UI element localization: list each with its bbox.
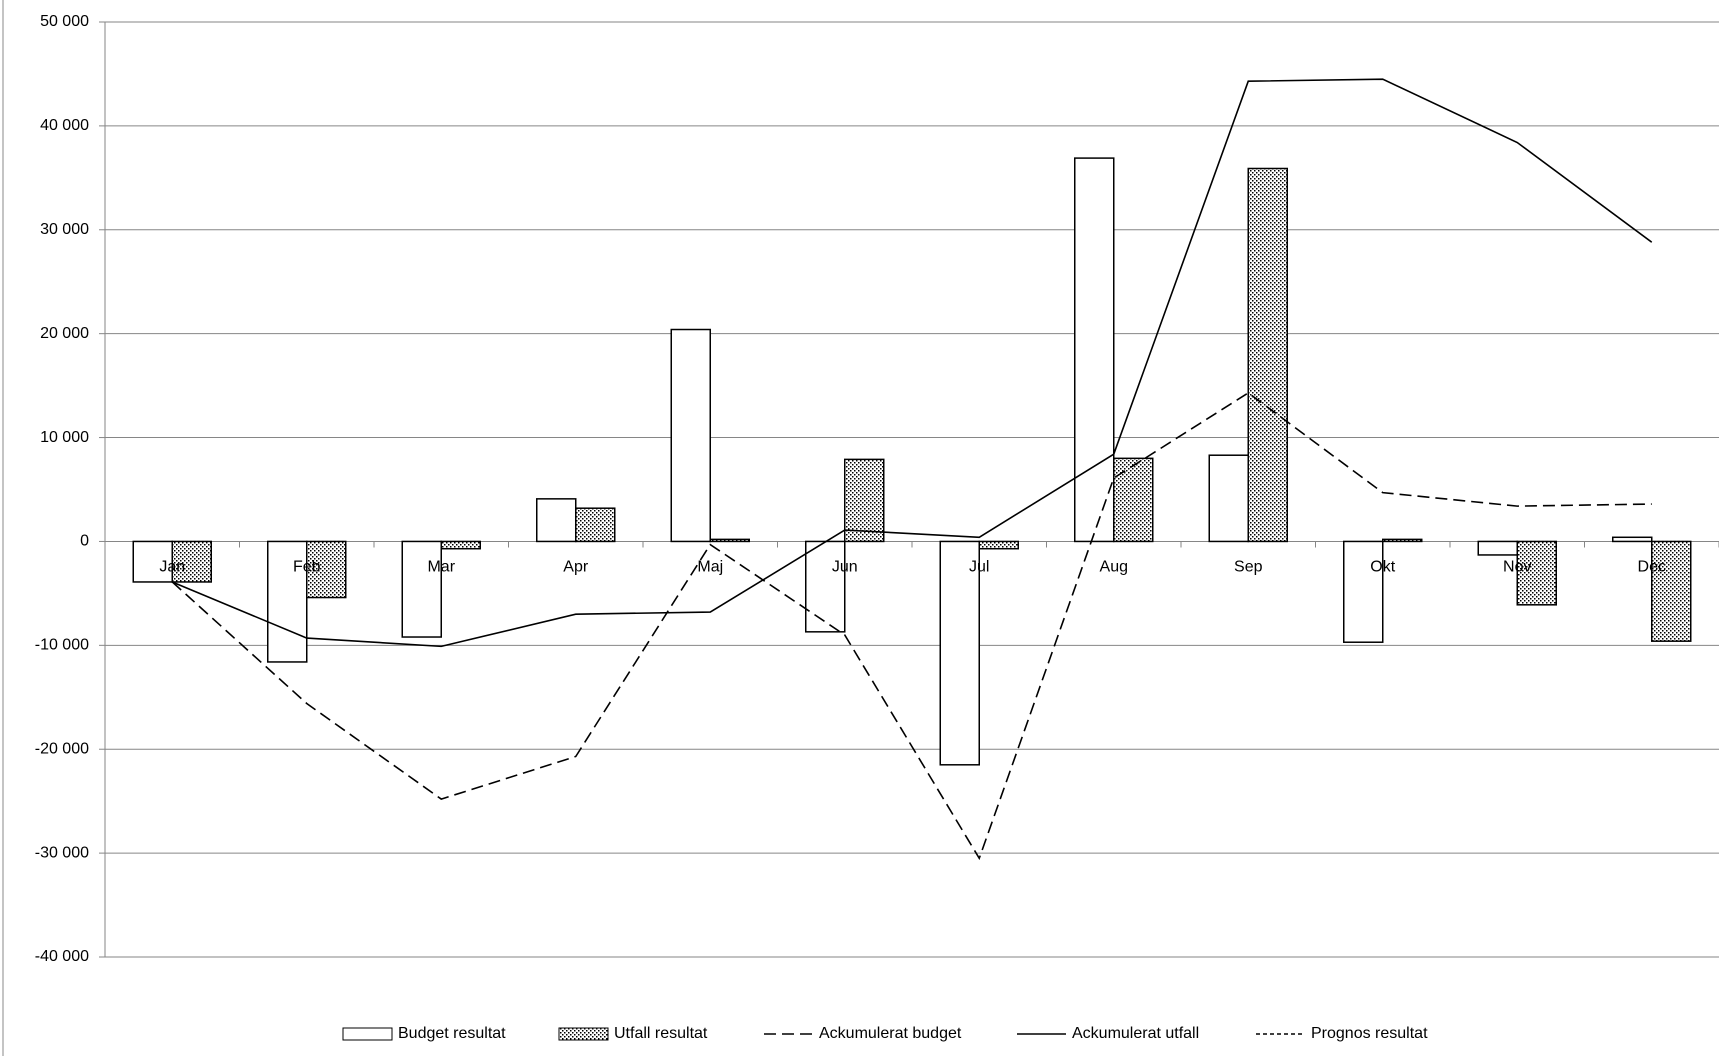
bar bbox=[1074, 157, 1115, 543]
x-tick-label: Dec bbox=[1638, 559, 1666, 576]
legend-label: Utfall resultat bbox=[614, 1025, 708, 1042]
bar bbox=[306, 540, 347, 599]
legend-label: Budget resultat bbox=[398, 1025, 506, 1042]
x-tick-label: Sep bbox=[1234, 559, 1263, 576]
x-tick-label: Jul bbox=[969, 559, 989, 576]
bar bbox=[1477, 540, 1518, 556]
bar bbox=[1247, 167, 1288, 543]
bar bbox=[267, 540, 308, 663]
bar bbox=[440, 540, 481, 550]
bar bbox=[171, 540, 212, 583]
bar bbox=[132, 540, 173, 583]
x-tick-label: Nov bbox=[1503, 559, 1531, 576]
line bbox=[171, 391, 1652, 861]
bar bbox=[844, 458, 885, 543]
legend-swatch bbox=[342, 1027, 393, 1041]
y-tick-label: 10 000 bbox=[40, 429, 89, 446]
legend-label: Ackumulerat budget bbox=[819, 1025, 962, 1042]
line bbox=[171, 78, 1653, 648]
legend-swatch bbox=[558, 1027, 609, 1041]
y-tick-label: 30 000 bbox=[40, 221, 89, 238]
bar bbox=[1516, 540, 1557, 606]
y-tick-label: -20 000 bbox=[35, 740, 89, 757]
y-tick-label: -10 000 bbox=[35, 637, 89, 654]
y-tick-label: 20 000 bbox=[40, 325, 89, 342]
bar bbox=[536, 498, 577, 543]
bar bbox=[1343, 540, 1384, 643]
y-tick-label: 0 bbox=[80, 533, 89, 550]
bar bbox=[401, 540, 442, 638]
y-tick-label: 40 000 bbox=[40, 117, 89, 134]
x-tick-label: Feb bbox=[293, 559, 321, 576]
y-tick-label: -40 000 bbox=[35, 948, 89, 965]
bar bbox=[575, 507, 616, 543]
bar bbox=[1382, 538, 1423, 543]
y-tick-label: -30 000 bbox=[35, 844, 89, 861]
x-tick-label: Apr bbox=[563, 559, 589, 576]
y-tick-label: 50 000 bbox=[40, 13, 89, 30]
legend-label: Ackumulerat utfall bbox=[1072, 1025, 1199, 1042]
bar bbox=[1612, 536, 1653, 543]
bar bbox=[939, 540, 980, 766]
bar bbox=[1208, 454, 1249, 543]
bar bbox=[805, 540, 846, 633]
x-tick-label: Maj bbox=[697, 559, 723, 576]
bar bbox=[978, 540, 1019, 550]
x-tick-label: Okt bbox=[1370, 559, 1395, 576]
bar bbox=[709, 538, 750, 543]
bar bbox=[1651, 540, 1692, 642]
x-tick-label: Aug bbox=[1100, 559, 1128, 576]
x-tick-label: Jun bbox=[832, 559, 858, 576]
bar bbox=[1113, 457, 1154, 543]
legend-label: Prognos resultat bbox=[1311, 1025, 1428, 1042]
bar bbox=[670, 328, 711, 543]
x-tick-label: Jan bbox=[159, 559, 185, 576]
x-tick-label: Mar bbox=[427, 559, 455, 576]
